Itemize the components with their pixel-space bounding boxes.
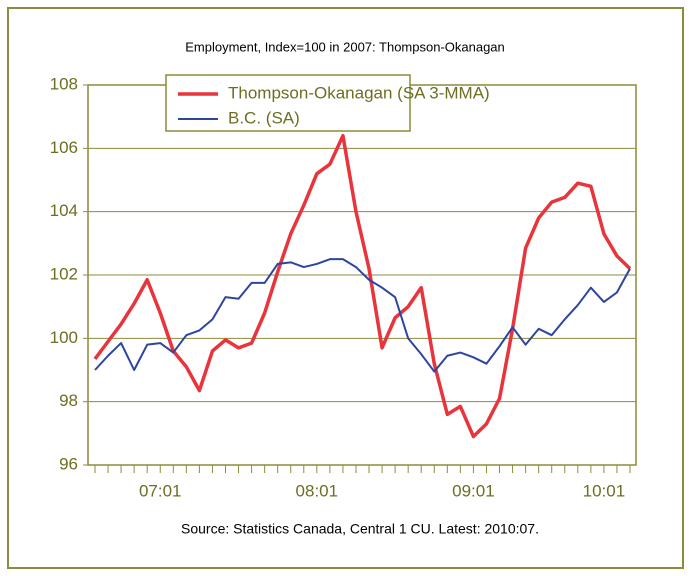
x-tick-label: 10:01	[583, 481, 626, 500]
y-tick-label: 102	[50, 264, 78, 283]
series-line	[93, 133, 632, 439]
x-tick-label: 09:01	[452, 481, 495, 500]
y-tick-label: 96	[59, 454, 78, 473]
legend-label: Thompson-Okanagan (SA 3-MMA)	[228, 83, 490, 102]
y-tick-label: 108	[50, 74, 78, 93]
x-tick-label: 07:01	[139, 481, 182, 500]
source-note: Source: Statistics Canada, Central 1 CU.…	[181, 521, 539, 537]
series-line	[94, 258, 631, 373]
chart-title: Employment, Index=100 in 2007: Thompson-…	[185, 39, 505, 54]
x-tick-label: 08:01	[296, 481, 339, 500]
y-tick-label: 98	[59, 391, 78, 410]
y-tick-label: 100	[50, 328, 78, 347]
legend-box	[165, 74, 411, 132]
legend-label: B.C. (SA)	[228, 108, 300, 127]
y-tick-label: 106	[50, 138, 78, 157]
y-tick-label: 104	[50, 201, 78, 220]
